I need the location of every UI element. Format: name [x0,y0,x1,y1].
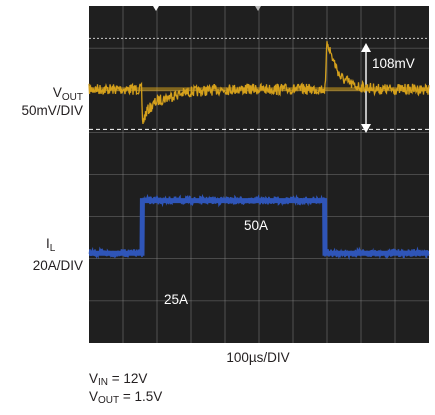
vout-main: V [89,389,99,404]
low-current-annotation: 25A [164,292,188,307]
delta-annotation: 108mV [372,56,415,71]
time-scale-label: 100µs/DIV [226,350,289,365]
vout-note: VOUT = 1.5V [89,388,162,409]
trigger-markers [153,6,261,11]
vout-channel-main: V [53,85,62,100]
vout-value: = 1.5V [119,389,163,404]
vout-sub: OUT [98,395,120,406]
vout-scale-label: 50mV/DIV [21,103,83,118]
traces [88,41,430,261]
trigger-marker-right [255,6,261,11]
il-channel-sub: L [50,243,56,254]
vin-main: V [89,371,99,386]
vin-value: = 12V [108,371,148,386]
reference-dashed-lines [89,37,429,130]
vin-note: VIN = 12V [89,370,147,391]
il-channel-main: I [46,236,50,251]
il-scale-label: 20A/DIV [33,258,83,273]
measurement-arrow-head-up [361,43,371,52]
high-current-annotation: 50A [244,218,268,233]
vout-channel-label: VOUT [53,85,83,103]
vout-channel-sub: OUT [62,92,83,103]
il-channel-label: IL [46,236,56,254]
measurement-arrow-head-down [361,124,371,133]
vin-sub: IN [98,377,109,388]
trigger-marker-left [153,6,159,11]
il-trace-core [89,198,429,256]
